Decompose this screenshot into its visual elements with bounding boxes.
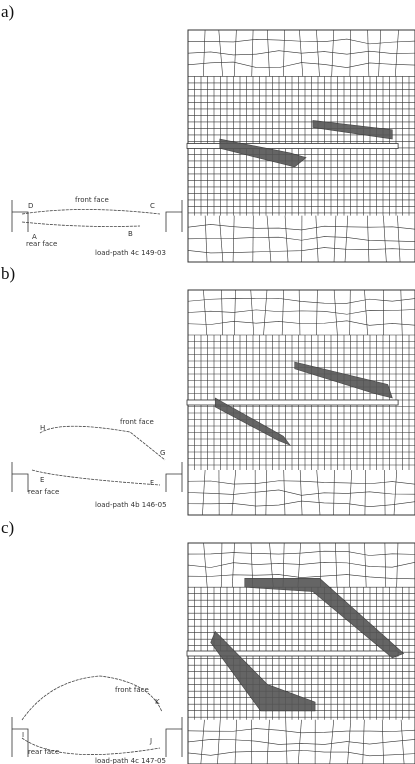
mesh-line [350, 30, 351, 76]
mesh-line [283, 30, 284, 76]
load-path-label: load-path 4b 146-05 [95, 501, 167, 509]
mesh-line [188, 739, 415, 744]
mesh-line [363, 720, 365, 764]
mesh-line [203, 30, 205, 76]
mesh-line [188, 224, 415, 229]
mesh-line [188, 51, 415, 55]
mesh-line [385, 470, 386, 515]
slot [187, 144, 398, 149]
point-label: C [150, 202, 155, 210]
mesh-line [368, 30, 369, 76]
mesh-line [284, 470, 285, 515]
mesh-line [397, 216, 400, 262]
mesh-line [188, 562, 415, 567]
point-label: I [22, 731, 24, 739]
point-label: J [149, 737, 152, 745]
mesh-line [285, 216, 288, 262]
mesh-line [188, 481, 415, 484]
point-label: A [32, 233, 37, 241]
mesh-line [397, 543, 398, 587]
mesh-line [264, 290, 267, 335]
mesh-line [316, 216, 318, 262]
mesh-line [383, 216, 386, 262]
load-path-label: load-path 4c 147-05 [95, 757, 166, 764]
rear-face-label: rear face [26, 240, 57, 248]
mesh-line [217, 720, 220, 764]
mesh-line [335, 543, 337, 587]
mesh-line [316, 30, 319, 76]
point-label: D [28, 202, 33, 210]
mesh-line [232, 543, 234, 587]
mesh-line [266, 470, 267, 515]
mesh-line [222, 290, 223, 335]
mesh-line [334, 470, 335, 515]
mesh-line [232, 470, 236, 515]
mesh-line [332, 30, 334, 76]
point-label: B [128, 230, 133, 238]
mesh-line [235, 720, 237, 764]
mesh-line [385, 543, 386, 587]
mesh-line [219, 216, 223, 262]
mesh-line [188, 729, 415, 733]
crack-sketch [32, 426, 165, 485]
mesh-line [334, 216, 336, 262]
crack-sketch [22, 210, 160, 227]
mesh-line [317, 470, 320, 515]
mesh-line [364, 290, 367, 335]
mesh-line [365, 470, 366, 515]
front-face-label: front face [120, 418, 154, 426]
mesh-line [202, 470, 205, 515]
mesh-line [350, 290, 351, 335]
point-label: H [40, 424, 45, 432]
mesh-line [349, 470, 352, 515]
mesh-line [188, 237, 415, 242]
mesh-line [382, 720, 383, 764]
point-label: K [155, 698, 160, 706]
mesh-line [234, 30, 236, 76]
front-face-label: front face [115, 686, 149, 694]
mesh-line [401, 290, 402, 335]
mesh-line [299, 290, 300, 335]
crack [211, 631, 315, 711]
mesh-line [221, 543, 222, 587]
specimen-outline [12, 200, 182, 232]
mesh-line [201, 720, 205, 764]
mesh-line [300, 470, 302, 515]
front-face-label: front face [75, 196, 109, 204]
point-label: G [160, 449, 165, 457]
mesh-line [188, 750, 415, 756]
mesh-line [233, 216, 234, 262]
mesh-line [298, 720, 301, 764]
panel-label: a) [1, 2, 14, 21]
panel-label: c) [1, 518, 14, 537]
point-label: E [40, 476, 44, 484]
mesh-line [345, 216, 348, 262]
mesh-line [267, 216, 271, 262]
mesh-line [316, 290, 317, 335]
mesh-line [204, 543, 208, 587]
mesh-line [330, 720, 334, 764]
rear-face-label: rear face [28, 748, 59, 756]
point-label: F [150, 479, 154, 487]
rear-face-label: rear face [28, 488, 59, 496]
mesh-line [401, 720, 404, 764]
mesh-line [394, 470, 397, 515]
mesh-line [267, 30, 269, 76]
panel-label: b) [1, 264, 15, 283]
load-path-label: load-path 4c 149-03 [95, 249, 166, 257]
mesh-line [251, 290, 254, 335]
mesh-line [367, 216, 369, 262]
mesh-line [252, 30, 253, 76]
mesh-line [282, 290, 284, 335]
mesh-line [267, 720, 269, 764]
figure: a) front face rear face load-path 4c 149-03… [0, 0, 415, 764]
mesh-line [349, 543, 350, 587]
mesh-line [188, 39, 415, 44]
mesh-line [203, 290, 206, 335]
mesh-line [379, 30, 381, 76]
mesh-line [365, 543, 367, 587]
mesh-line [286, 720, 287, 764]
